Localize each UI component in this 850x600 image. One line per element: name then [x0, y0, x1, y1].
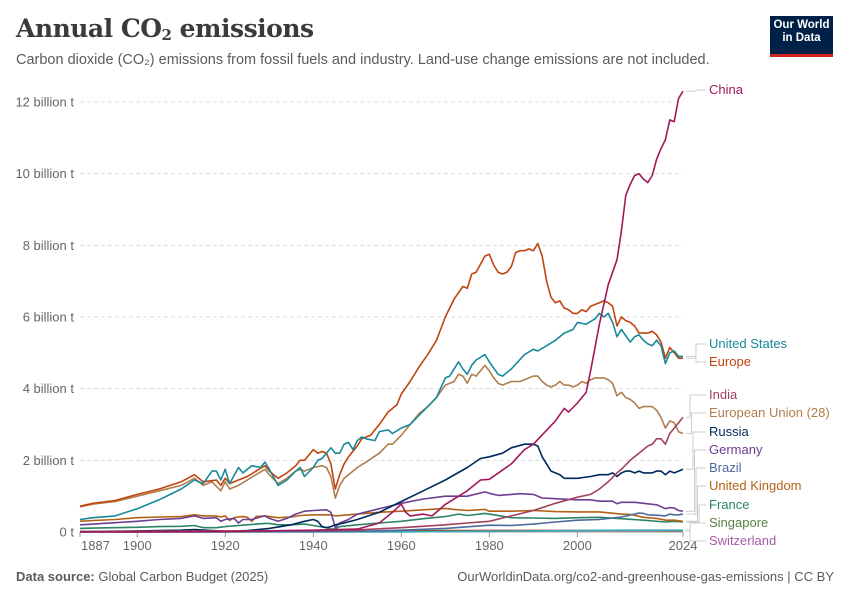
label-connector [686, 357, 706, 363]
series-line-russia[interactable] [79, 443, 684, 533]
series-lines [79, 90, 684, 533]
series-label-singapore[interactable]: Singapore [709, 515, 768, 530]
series-label-france[interactable]: France [709, 497, 749, 512]
series-line-european-union-28[interactable] [79, 364, 684, 508]
series-label-russia[interactable]: Russia [709, 424, 750, 439]
chart-subtitle: Carbon dioxide (CO₂) emissions from foss… [16, 52, 710, 68]
x-tick-label: 1960 [387, 538, 416, 553]
series-label-united-kingdom[interactable]: United Kingdom [709, 478, 802, 493]
series-line-united-kingdom[interactable] [79, 507, 684, 523]
series-labels: China United States Europe India European Un… [709, 82, 830, 548]
series-label-brazil[interactable]: Brazil [709, 460, 742, 475]
series-label-united-states[interactable]: United States [709, 336, 788, 351]
source-url-link[interactable]: OurWorldinData.org/co2-and-greenhouse-ga… [457, 569, 834, 584]
x-tick-label: 1887 [81, 538, 110, 553]
label-connector [686, 485, 706, 522]
label-connector [686, 394, 706, 418]
y-tick-label: 12 billion t [15, 95, 74, 110]
y-tick-label: 10 billion t [15, 166, 74, 181]
chart-title: Annual CO2 emissions [16, 14, 314, 44]
y-tick-label: 2 billion t [23, 453, 75, 468]
series-line-brazil[interactable] [79, 512, 684, 533]
label-connector [686, 431, 706, 470]
grid-lines [80, 101, 683, 461]
series-label-china[interactable]: China [709, 82, 744, 97]
label-connector [686, 412, 706, 434]
x-tick-label: 1900 [123, 538, 152, 553]
series-line-europe[interactable] [79, 242, 683, 507]
x-tick-label: 1920 [211, 538, 240, 553]
label-connectors [686, 89, 706, 542]
label-connector [686, 449, 706, 512]
label-connector [686, 89, 706, 92]
x-tick-label: 2000 [563, 538, 592, 553]
x-tick-label: 2024 [669, 538, 698, 553]
y-axis-ticks: 0 t 2 billion t 4 billion t 6 billion t 8 bi… [15, 95, 74, 540]
series-line-india[interactable] [79, 416, 684, 533]
logo-line-1: Our World [773, 19, 830, 31]
series-label-switzerland[interactable]: Switzerland [709, 533, 776, 548]
x-axis-ticks: 1887 1900 1920 1940 1960 1980 2000 2024 [79, 531, 698, 553]
y-tick-label: 4 billion t [23, 381, 75, 396]
series-line-united-states[interactable] [79, 312, 683, 521]
series-label-europe[interactable]: Europe [709, 354, 751, 369]
logo-line-2: in Data [782, 32, 821, 44]
series-line-china[interactable] [80, 90, 684, 533]
label-connector [686, 522, 706, 531]
data-source: Data source: Global Carbon Budget (2025) [16, 569, 269, 584]
x-tick-label: 1980 [475, 538, 504, 553]
series-label-india[interactable]: India [709, 387, 738, 402]
series-label-european-union-28[interactable]: European Union (28) [709, 405, 830, 420]
label-connector [686, 467, 706, 515]
series-line-germany[interactable] [79, 491, 684, 529]
owid-logo[interactable]: Our World in Data [770, 16, 833, 57]
label-connector [686, 343, 706, 357]
label-connector [686, 530, 706, 542]
y-tick-label: 6 billion t [23, 310, 75, 325]
y-tick-label: 8 billion t [23, 238, 75, 253]
series-label-germany[interactable]: Germany [709, 442, 763, 457]
series-line-france[interactable] [79, 512, 684, 530]
x-tick-label: 1940 [299, 538, 328, 553]
y-tick-label: 0 t [60, 525, 75, 540]
label-connector [686, 504, 706, 523]
series-line-singapore[interactable] [79, 529, 683, 533]
